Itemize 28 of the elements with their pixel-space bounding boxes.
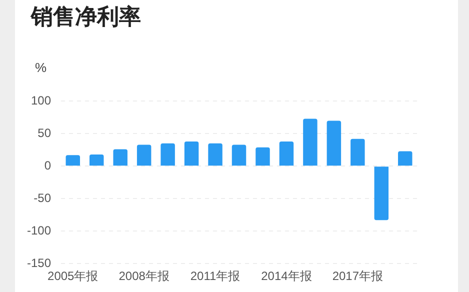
bar	[232, 144, 246, 166]
bar	[303, 118, 318, 166]
bar	[66, 155, 80, 166]
bar	[350, 138, 365, 166]
x-tick-label: 2008年报	[118, 269, 170, 284]
bar	[89, 154, 104, 166]
bar	[398, 151, 412, 166]
bar	[256, 147, 270, 166]
y-axis-title: %	[35, 60, 47, 75]
x-tick-label: 2014年报	[261, 269, 312, 284]
x-tick-label: 2011年报	[190, 269, 240, 284]
y-tick-label: -100	[26, 223, 52, 238]
y-tick-label: -50	[34, 190, 52, 205]
bar	[160, 143, 175, 166]
y-tick-label: -150	[26, 256, 52, 270]
bar	[374, 166, 389, 220]
bar	[184, 141, 199, 166]
y-tick-label: 0	[44, 158, 52, 172]
bar	[279, 141, 294, 166]
y-tick-label: 100	[30, 94, 52, 108]
bar	[208, 143, 222, 166]
y-tick-label: 50	[38, 126, 52, 140]
x-tick-label: 2017年报	[332, 269, 384, 284]
bar	[136, 144, 152, 166]
chart-title: 销售净利率	[31, 4, 141, 32]
x-tick-label: 2005年报	[48, 269, 98, 284]
bar	[113, 149, 128, 166]
bar	[326, 120, 342, 166]
